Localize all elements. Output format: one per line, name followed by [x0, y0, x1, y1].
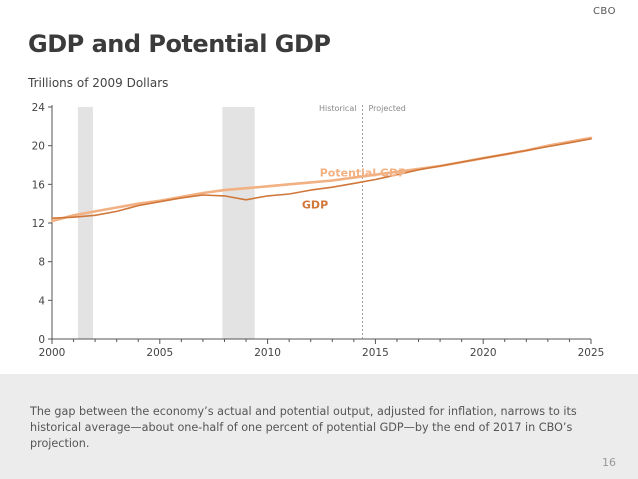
x-tick-label-2025: 2025 — [578, 347, 605, 359]
gdp-line — [51, 138, 592, 219]
x-tick-label-2000: 2000 — [39, 347, 66, 359]
y-tick-label-24: 24 — [32, 102, 46, 114]
x-tick-label-2005: 2005 — [146, 347, 173, 359]
x-tick-label-2015: 2015 — [362, 347, 389, 359]
y-tick-label-20: 20 — [32, 141, 45, 153]
recession-bar-2 — [222, 107, 255, 339]
historical-label: Historical — [319, 104, 356, 113]
gdp-line-chart: 0 4 8 12 16 20 24 2000 2005 2010 2015 2020 2025 Histo… — [32, 102, 605, 359]
page-number: 16 — [602, 456, 616, 469]
page-title: GDP and Potential GDP — [28, 30, 331, 58]
recession-bar-1 — [77, 107, 93, 339]
y-axis-unit-label: Trillions of 2009 Dollars — [28, 76, 169, 90]
chart-caption: The gap between the economy’s actual and… — [30, 405, 577, 450]
y-tick-label-4: 4 — [38, 295, 45, 307]
y-tick-label-8: 8 — [38, 257, 45, 269]
projected-label: Projected — [368, 104, 405, 113]
x-tick-label-2020: 2020 — [470, 347, 497, 359]
y-tick-label-16: 16 — [32, 179, 46, 191]
x-tick-label-2010: 2010 — [254, 347, 281, 359]
org-label: CBO — [592, 6, 616, 17]
y-tick-label-12: 12 — [32, 218, 45, 230]
y-tick-label-0: 0 — [38, 334, 45, 346]
gdp-label: GDP — [302, 199, 328, 212]
potential-gdp-label: Potential GDP — [320, 167, 406, 180]
footer-panel: The gap between the economy’s actual and… — [0, 374, 638, 479]
